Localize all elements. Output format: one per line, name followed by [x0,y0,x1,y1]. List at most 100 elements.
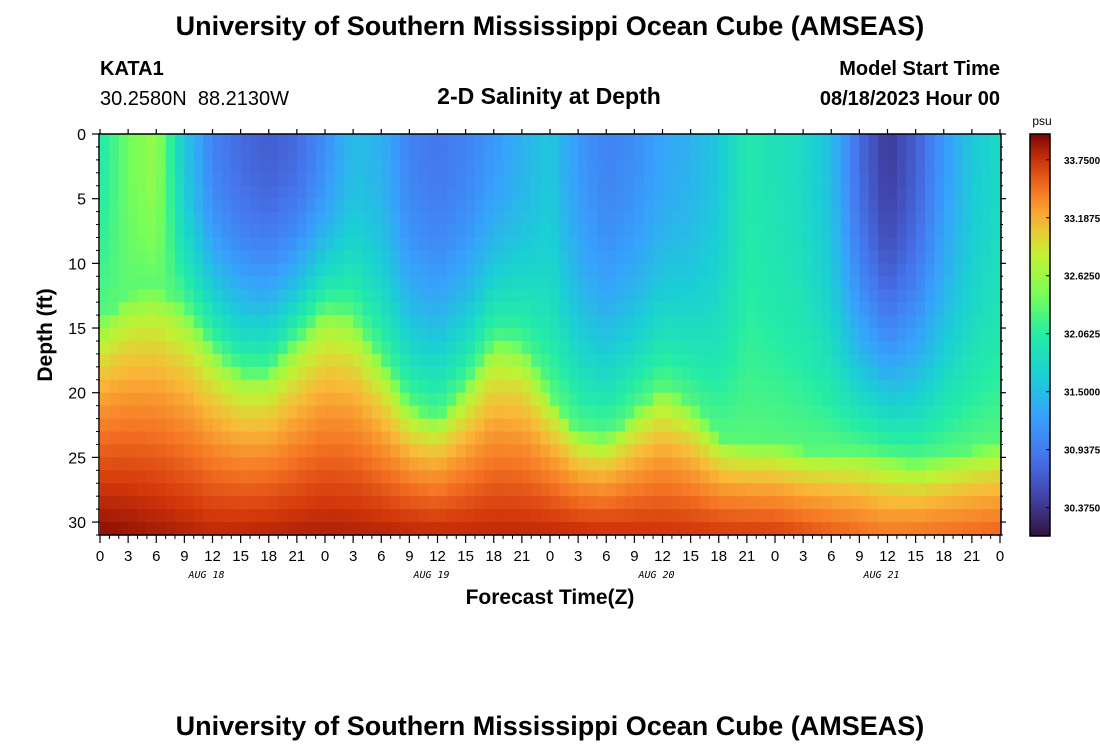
heatmap-cell [850,328,860,342]
heatmap-cell [690,496,701,510]
heatmap-cell [925,496,935,510]
heatmap-cell [943,146,954,161]
heatmap-cell [325,172,335,187]
heatmap-cell [259,522,270,536]
heatmap-cell [437,198,448,213]
x-tick-label: 18 [485,548,502,565]
heatmap-cell [765,224,776,239]
heatmap-cell [175,237,185,252]
colorbar-tick-label: 30.9375 [1064,446,1100,457]
heatmap-cell [746,366,757,381]
heatmap-cell [990,509,1001,523]
heatmap-cell [193,353,204,368]
heatmap-cell [896,405,907,420]
heatmap-cell [221,198,232,213]
heatmap-cell [446,522,457,536]
heatmap-cell [287,457,298,471]
heatmap-cell [287,392,298,407]
heatmap-cell [784,315,795,329]
heatmap-cell [146,159,157,174]
heatmap-cell [156,496,167,510]
heatmap-cell [812,250,823,264]
heatmap-cell [615,315,626,329]
heatmap-cell [981,302,992,316]
heatmap-cell [775,353,785,368]
heatmap-cell [240,159,251,174]
heatmap-cell [456,237,467,252]
heatmap-cell [334,509,345,523]
heatmap-cell [765,509,776,523]
heatmap-cell [934,366,945,381]
heatmap-cell [756,159,767,174]
heatmap-cell [531,315,542,329]
heatmap-cell [681,392,692,407]
heatmap-cell [446,146,457,161]
heatmap-cell [475,496,485,510]
heatmap-cell [306,224,317,239]
heatmap-cell [756,315,767,329]
heatmap-cell [868,237,879,252]
heatmap-cell [512,496,523,510]
heatmap-cell [784,405,795,420]
heatmap-cell [803,405,814,420]
heatmap-cell [962,353,973,368]
x-tick-label: 3 [349,548,357,565]
heatmap-cell [812,302,823,316]
heatmap-cell [718,522,729,536]
heatmap-cell [390,315,401,329]
heatmap-cell [915,328,926,342]
heatmap-cell [156,289,167,303]
heatmap-cell [240,134,251,148]
heatmap-cell [953,366,964,381]
heatmap-cell [315,250,326,264]
heatmap-cell [540,134,551,148]
heatmap-cell [521,198,532,213]
heatmap-cell [559,250,570,264]
heatmap-cell [203,289,214,303]
heatmap-cell [418,522,429,536]
heatmap-cell [381,405,392,420]
heatmap-cell [268,315,279,329]
heatmap-cell [925,379,935,394]
heatmap-cell [268,211,279,226]
heatmap-cell [587,224,598,239]
heatmap-cell [681,198,692,213]
heatmap-cell [475,457,485,471]
heatmap-cell [343,328,354,342]
heatmap-cell [278,134,289,148]
heatmap-cell [653,146,664,161]
heatmap-cell [100,302,110,316]
heatmap-cell [137,302,148,316]
heatmap-cell [268,146,279,161]
heatmap-cell [278,379,289,394]
heatmap-cell [625,289,635,303]
heatmap-cell [896,366,907,381]
heatmap-cell [662,353,673,368]
heatmap-cell [681,353,692,368]
heatmap-cell [231,276,242,290]
heatmap-cell [840,509,851,523]
heatmap-cell [259,198,270,213]
heatmap-cell [203,302,214,316]
heatmap-cell [212,418,223,433]
heatmap-cell [990,457,1001,471]
heatmap-cell [775,444,785,458]
heatmap-cell [184,134,195,148]
heatmap-cell [634,340,645,355]
heatmap-cell [278,211,289,226]
heatmap-cell [587,483,598,497]
heatmap-cell [756,237,767,252]
heatmap-cell [953,159,964,174]
heatmap-cell [859,353,870,368]
heatmap-cell [953,224,964,239]
heatmap-cell [953,340,964,355]
heatmap-cell [353,522,364,536]
heatmap-cell [550,146,560,161]
heatmap-cell [634,302,645,316]
heatmap-cell [512,224,523,239]
heatmap-cell [793,185,804,200]
heatmap-cell [540,405,551,420]
heatmap-cell [606,185,617,200]
heatmap-cell [512,172,523,187]
heatmap-cell [803,302,814,316]
